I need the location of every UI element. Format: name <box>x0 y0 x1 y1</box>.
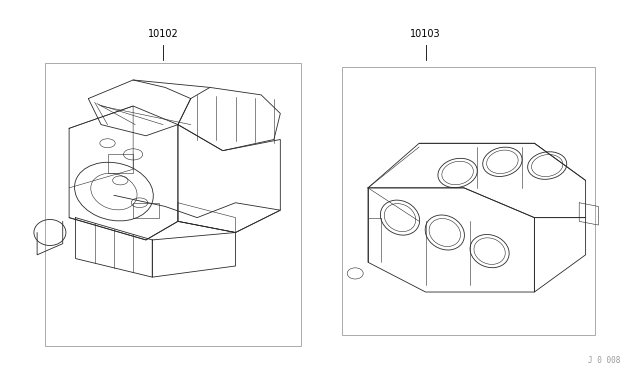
Text: J 0 008: J 0 008 <box>588 356 621 365</box>
Bar <box>342 67 595 335</box>
Text: 10103: 10103 <box>410 29 441 39</box>
Bar <box>108 154 133 173</box>
Text: 10102: 10102 <box>148 29 179 39</box>
Bar <box>45 63 301 346</box>
Bar <box>133 203 159 218</box>
